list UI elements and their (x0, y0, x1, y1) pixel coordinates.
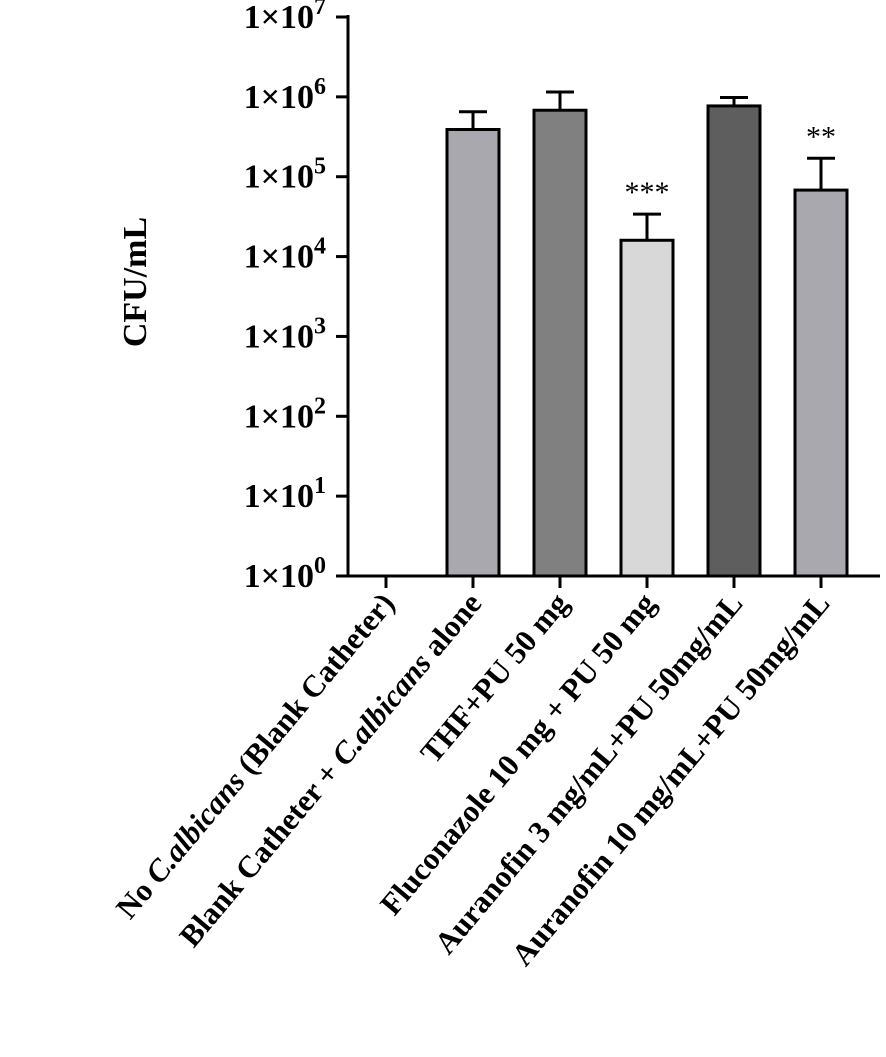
x-category-label-part: alone (411, 586, 488, 669)
x-category-label-part: (Blank Catheter) (225, 586, 401, 787)
y-tick-label: 1×105 (244, 154, 326, 196)
y-tick-exponent: 0 (314, 553, 326, 579)
y-tick-mantissa: 1×10 (244, 239, 314, 276)
y-tick-label: 1×107 (244, 0, 326, 36)
y-tick-mantissa: 1×10 (244, 318, 314, 355)
y-tick-mantissa: 1×10 (244, 398, 314, 435)
category-labels: No C.albicans (Blank Catheter)Blank Cath… (109, 586, 837, 973)
x-category-label: Auranofin 10 mg/mL+PU 50mg/mL (504, 586, 836, 972)
significance-label: ** (806, 120, 836, 153)
x-category-label-part: Blank Catheter + (172, 750, 351, 954)
y-tick-mantissa: 1×10 (244, 558, 314, 595)
y-tick-label: 1×100 (244, 553, 326, 595)
y-tick-mantissa: 1×10 (244, 478, 314, 515)
bar (445, 128, 501, 578)
bars-group: ***** (445, 90, 849, 578)
y-tick-label: 1×104 (244, 234, 326, 276)
x-axis (346, 574, 880, 588)
bar (532, 108, 588, 578)
y-tick-exponent: 2 (314, 393, 326, 419)
y-tick-mantissa: 1×10 (244, 159, 314, 196)
bar (619, 238, 675, 578)
y-tick-label: 1×106 (244, 74, 326, 116)
y-tick-exponent: 6 (314, 74, 326, 100)
bar (706, 104, 762, 578)
y-tick-label: 1×102 (244, 393, 326, 435)
y-tick-mantissa: 1×10 (244, 79, 314, 116)
significance-label: *** (625, 176, 670, 209)
y-tick-exponent: 3 (314, 313, 326, 339)
y-tick-label: 1×101 (244, 473, 326, 515)
y-axis-title: CFU/mL (117, 217, 154, 347)
y-tick-exponent: 5 (314, 154, 326, 180)
x-category-label-part: Auranofin 10 mg/mL+PU 50mg/mL (504, 586, 836, 972)
y-tick-mantissa: 1×10 (244, 0, 314, 36)
y-tick-exponent: 4 (314, 234, 326, 260)
y-tick-exponent: 7 (314, 0, 326, 20)
y-tick-label: 1×103 (244, 313, 326, 355)
y-tick-exponent: 1 (314, 473, 326, 499)
bar (793, 188, 849, 578)
